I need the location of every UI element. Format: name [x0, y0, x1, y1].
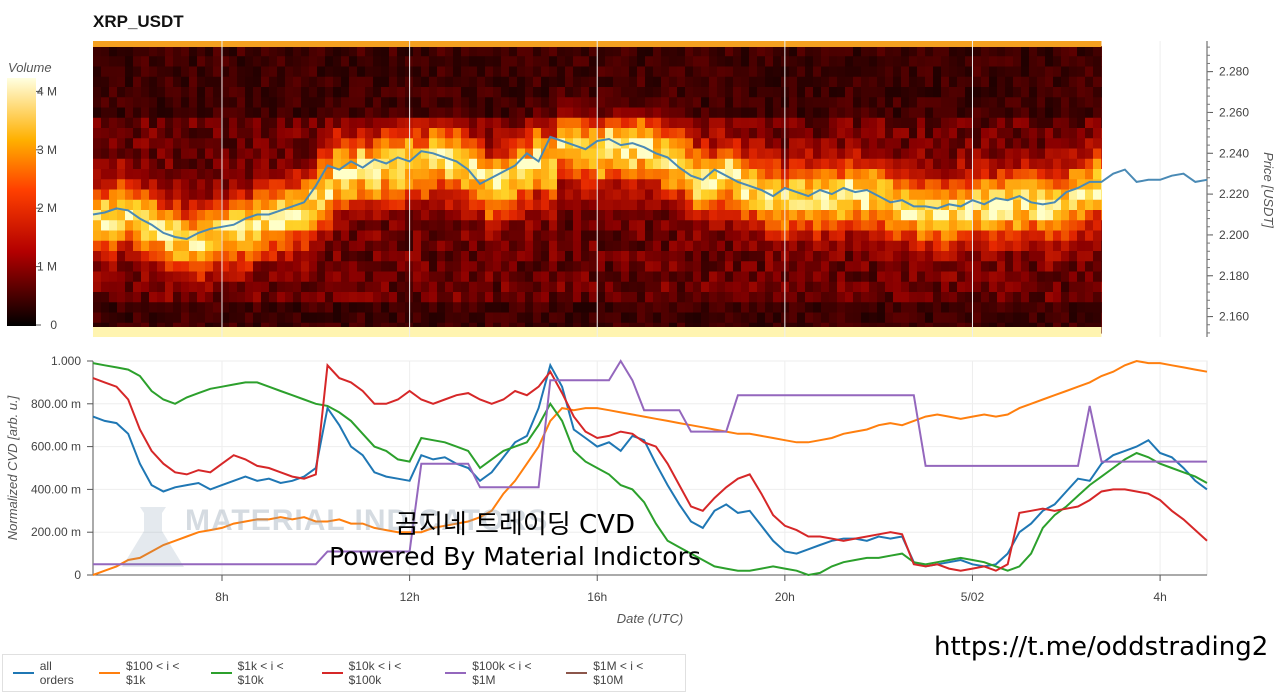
legend-swatch — [445, 672, 467, 674]
time-axis-tick: 16h — [587, 590, 607, 604]
colorbar-tick: 1 M — [37, 260, 57, 274]
chart-title: XRP_USDT — [93, 12, 184, 31]
price-axis-tick: 2.180 — [1219, 269, 1249, 283]
colorbar-tick: 2 M — [37, 201, 57, 215]
legend-swatch — [99, 672, 121, 674]
cvd-axis-tick: 200.00 m — [31, 525, 81, 539]
cvd-series-line — [92, 359, 1208, 576]
material-indicators-logo — [118, 505, 188, 580]
legend-label: $10k < i < $100k — [348, 659, 402, 687]
price-line — [92, 135, 1208, 241]
legend-label: $100 < i < $1k — [126, 659, 180, 687]
legend-item[interactable]: all orders — [13, 659, 86, 687]
legend-swatch — [321, 672, 343, 674]
time-axis-tick: 4h — [1153, 590, 1166, 604]
legend-item[interactable]: $10k < i < $100k — [321, 659, 433, 687]
colorbar-tick: 4 M — [37, 84, 57, 98]
time-axis-label: Date (UTC) — [617, 611, 683, 626]
cvd-line-chart: 0 200.00 m 400.00 m 600.00 m 800.00 m 1.000 8h… — [5, 354, 1208, 626]
price-axis-label: Price [USDT] — [1261, 152, 1276, 228]
watermark-text: MATERIAL INDICATORS — [185, 504, 549, 537]
cvd-series-line — [92, 362, 1208, 568]
time-axis-tick: 12h — [400, 590, 420, 604]
cvd-axis-tick: 800.00 m — [31, 397, 81, 411]
cvd-axis-tick: 1.000 — [51, 354, 81, 368]
price-axis-tick: 2.260 — [1219, 105, 1249, 119]
legend-label: $1k < i < $10k — [237, 659, 284, 687]
legend-swatch — [210, 672, 232, 674]
chart-legend: all orders $100 < i < $1k $1k < i < $10k $1… — [2, 654, 686, 692]
time-axis-tick: 20h — [775, 590, 795, 604]
colorbar-gradient — [7, 78, 36, 326]
legend-label: all orders — [39, 659, 74, 687]
price-volume-heatmap: 2.160 2.180 2.200 2.220 2.240 2.260 2.280 Price… — [93, 41, 1276, 337]
legend-item[interactable]: $100k < i < $1M — [445, 659, 553, 687]
legend-item[interactable]: $1M < i < $10M — [566, 659, 672, 687]
colorbar-tick: 3 M — [37, 143, 57, 157]
price-axis-tick: 2.280 — [1219, 65, 1249, 79]
legend-item[interactable]: $1k < i < $10k — [210, 659, 309, 687]
cvd-axis-tick: 600.00 m — [31, 440, 81, 454]
cvd-series-line — [92, 363, 1208, 572]
price-axis-tick: 2.160 — [1219, 310, 1249, 324]
price-line-layer — [92, 135, 1208, 241]
telegram-link[interactable]: https://t.me/oddstrading2 — [934, 632, 1269, 662]
volume-colorbar: Volume 0 1 M 2 M 3 M 4 M — [7, 60, 57, 332]
cvd-axis-tick: 0 — [74, 568, 81, 582]
time-axis-tick: 5/02 — [961, 590, 985, 604]
cvd-series-line — [92, 362, 1208, 577]
overlay-subtitle: Powered By Material Indictors — [329, 542, 701, 571]
cvd-axis-label: Normalized CVD [arb. u.] — [5, 395, 20, 540]
time-axis-tick: 8h — [215, 590, 228, 604]
price-axis-tick: 2.200 — [1219, 228, 1249, 242]
cvd-axis-tick: 400.00 m — [31, 482, 81, 496]
price-axis-tick: 2.240 — [1219, 146, 1249, 160]
legend-label: $1M < i < $10M — [593, 659, 644, 687]
legend-swatch — [13, 672, 34, 674]
price-axis-tick: 2.220 — [1219, 187, 1249, 201]
colorbar-title: Volume — [8, 60, 52, 75]
overlay-title: 곰지네 트레이딩 CVD — [395, 510, 635, 540]
colorbar-tick: 0 — [50, 318, 57, 332]
legend-item[interactable]: $100 < i < $1k — [99, 659, 198, 687]
cvd-series-line — [93, 359, 1207, 566]
legend-swatch — [566, 672, 588, 674]
legend-label: $100k < i < $1M — [472, 659, 532, 687]
